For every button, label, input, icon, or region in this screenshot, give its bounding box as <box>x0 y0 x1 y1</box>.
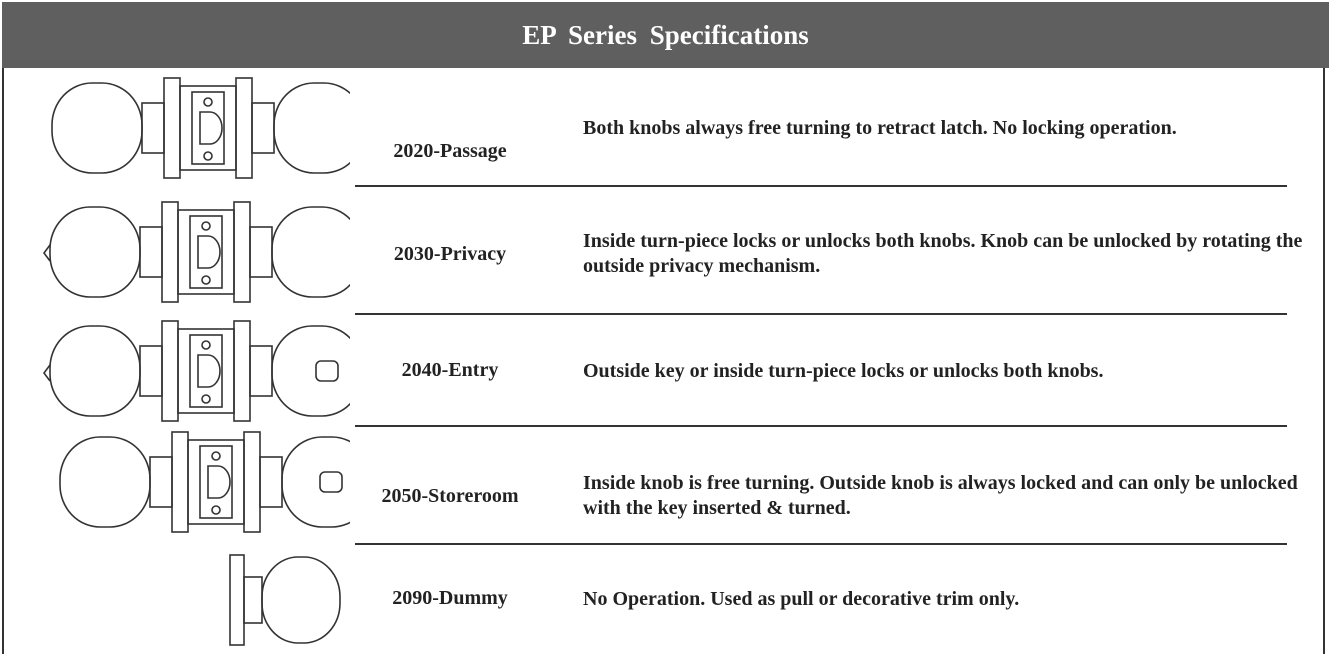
spec-row: 2030-Privacy Inside turn-piece locks or … <box>0 187 1331 315</box>
model: 2090-Dummy <box>392 587 508 609</box>
knob-image <box>59 431 350 533</box>
row-separator <box>355 425 1287 427</box>
knob-image <box>229 554 341 646</box>
description: Inside knob is free turning. Outside kno… <box>583 472 1298 519</box>
model: 2020-Passage <box>393 140 507 162</box>
description: No Operation. Used as pull or decorative… <box>583 588 1020 610</box>
description: Outside key or inside turn-piece locks o… <box>583 360 1104 382</box>
spec-row: 2090-Dummy No Operation. Used as pull or… <box>0 545 1331 654</box>
knob-image <box>51 77 350 179</box>
knob-image <box>43 201 350 303</box>
header-title: EP Series Specifications <box>2 2 1329 68</box>
spec-row: 2050-Storeroom Inside knob is free turni… <box>0 427 1331 545</box>
spec-row: 2040-Entry Outside key or inside turn-pi… <box>0 315 1331 427</box>
description: Inside turn-piece locks or unlocks both … <box>583 230 1303 277</box>
model: 2040-Entry <box>401 359 499 381</box>
model: 2030-Privacy <box>393 243 507 265</box>
row-separator <box>355 543 1287 545</box>
row-separator <box>355 313 1287 315</box>
description: Both knobs always free turning to retrac… <box>583 117 1177 139</box>
model: 2050-Storeroom <box>381 485 519 507</box>
spec-row: 2020-Passage Both knobs always free turn… <box>0 68 1331 187</box>
knob-image <box>43 320 350 422</box>
row-separator <box>355 185 1287 187</box>
